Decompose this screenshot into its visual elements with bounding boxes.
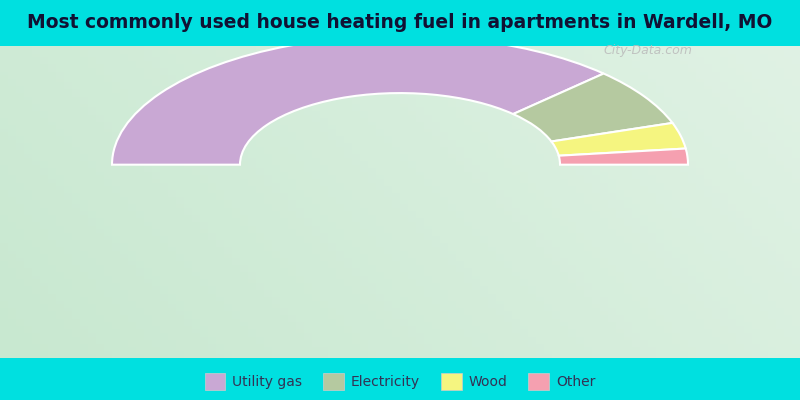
Wedge shape: [112, 36, 604, 165]
Wedge shape: [551, 123, 686, 156]
Text: City-Data.com: City-Data.com: [603, 44, 693, 57]
Wedge shape: [513, 74, 673, 142]
Legend: Utility gas, Electricity, Wood, Other: Utility gas, Electricity, Wood, Other: [205, 373, 595, 390]
Wedge shape: [558, 148, 688, 165]
Text: Most commonly used house heating fuel in apartments in Wardell, MO: Most commonly used house heating fuel in…: [27, 14, 773, 32]
Bar: [0, 0, 800, 46]
